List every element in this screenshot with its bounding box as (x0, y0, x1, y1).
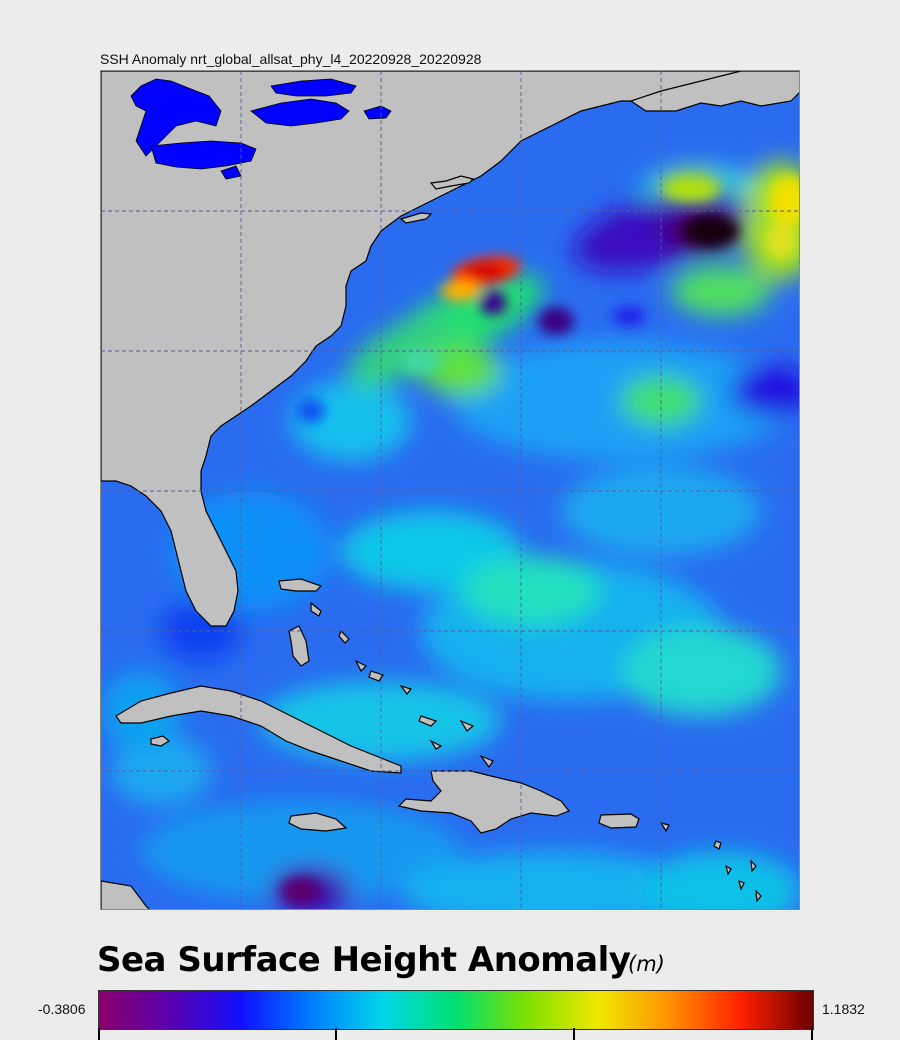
colorbar-tick (335, 1028, 337, 1040)
colorbar-max-label: 1.1832 (822, 1001, 865, 1017)
colorbar-tick (573, 1028, 575, 1040)
colorbar-min-label: -0.3806 (38, 1001, 86, 1017)
ssh-anomaly-map[interactable] (100, 70, 800, 910)
legend-unit: (m) (628, 952, 665, 976)
colorbar-tick (811, 1028, 813, 1040)
graticule (101, 71, 799, 909)
colorbar-tick (98, 1028, 100, 1040)
anomaly-features (281, 176, 799, 905)
landmass (101, 71, 799, 909)
colorbar (98, 990, 814, 1030)
great-lakes (130, 78, 392, 180)
legend-title: Sea Surface Height Anomaly (97, 940, 631, 980)
map-title: SSH Anomaly nrt_global_allsat_phy_l4_202… (100, 51, 482, 67)
